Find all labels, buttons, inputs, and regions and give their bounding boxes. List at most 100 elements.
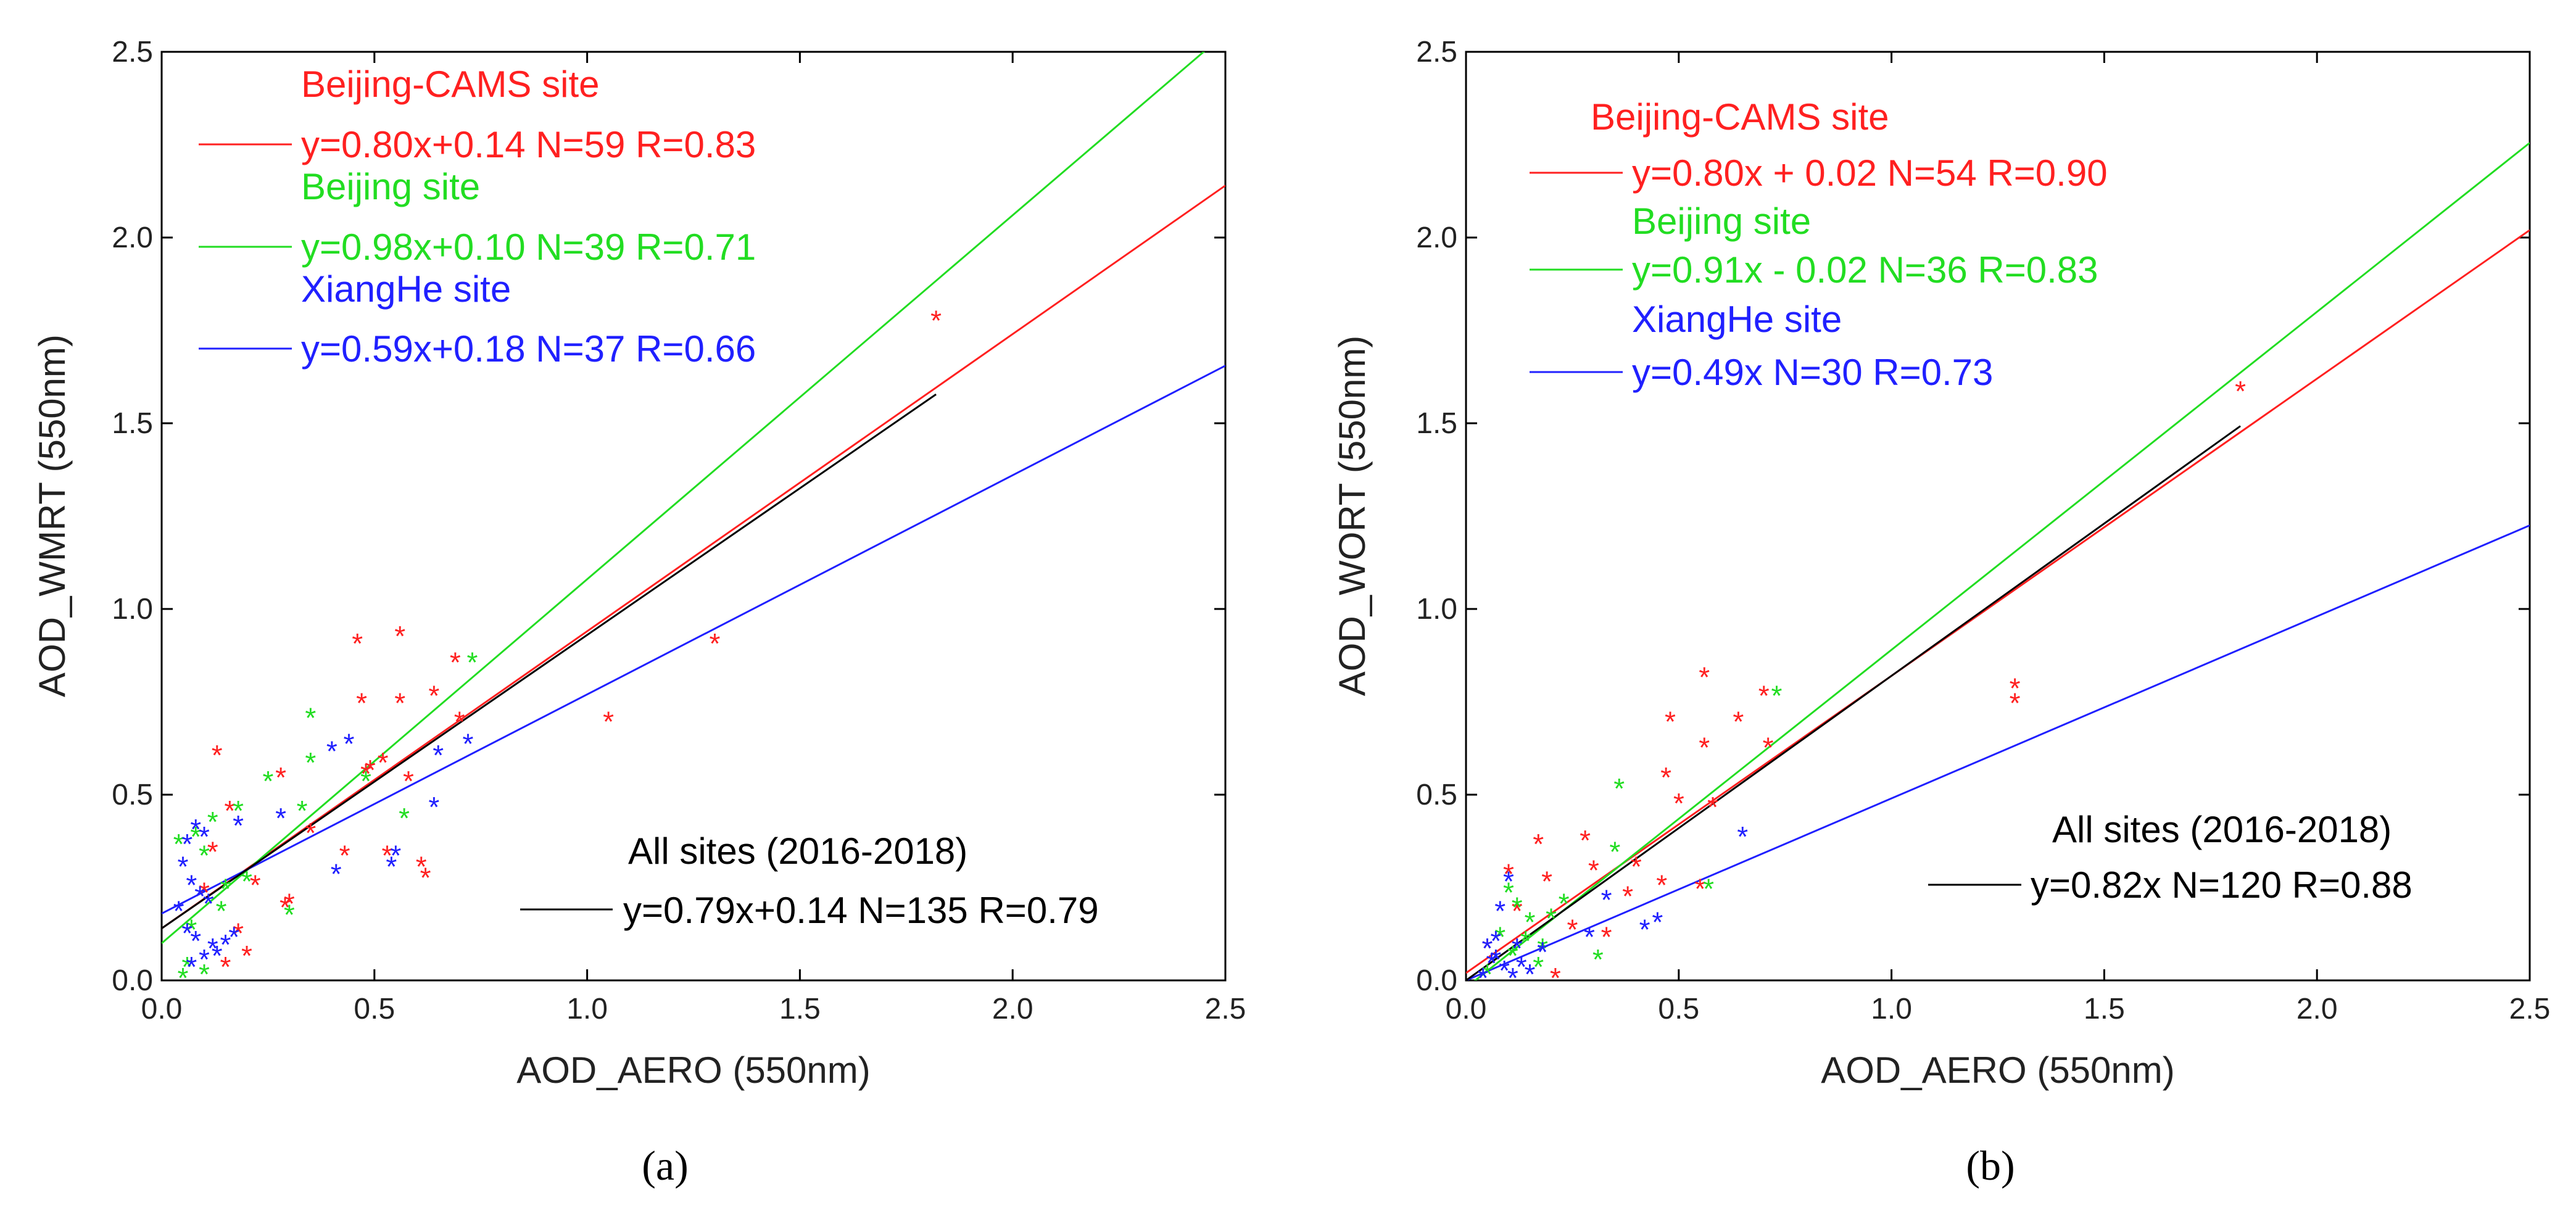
point-xianghe-site-a-2: * [433, 739, 444, 771]
point-beijing-site-a-9: * [178, 962, 189, 994]
legend-fit-beijing-b: y=0.91x - 0.02 N=36 R=0.83 [1632, 249, 2098, 291]
point-beijing-cams-site-a-23: * [233, 917, 244, 950]
point-beijing-cams-site-a-10: * [450, 646, 461, 678]
point-xianghe-site-b-7: * [1494, 895, 1505, 927]
y-tick-label-b-1: 0.5 [1416, 779, 1457, 811]
point-beijing-cams-site-a-14: * [382, 839, 393, 871]
point-xianghe-site-a-4: * [428, 791, 439, 823]
point-beijing-cams-site-b-15: * [1512, 895, 1523, 927]
point-beijing-cams-site-a-7: * [356, 687, 367, 719]
fit-line-xianghe-site-a [162, 365, 1225, 914]
x-tick-label-b-2: 1.0 [1871, 993, 1912, 1025]
point-beijing-site-a-2: * [466, 646, 478, 678]
y-axis-title-a: AOD_WMRT (550nm) [31, 334, 73, 697]
point-xianghe-site-b-2: * [1652, 906, 1663, 938]
point-beijing-site-a-3: * [360, 765, 371, 797]
x-tick-label-b-0: 0.0 [1446, 993, 1487, 1025]
point-xianghe-site-a-16: * [203, 888, 214, 920]
point-xianghe-site-b-17: * [1512, 932, 1523, 964]
point-xianghe-site-a-18: * [181, 917, 193, 950]
point-beijing-cams-site-a-19: * [710, 627, 721, 660]
panel-caption-b: (b) [1966, 1142, 2015, 1189]
point-xianghe-site-b-6: * [1503, 865, 1514, 897]
y-tick-label-a-0: 0.0 [112, 964, 153, 997]
point-beijing-cams-site-b-9: * [1580, 824, 1591, 856]
point-xianghe-site-a-9: * [233, 809, 244, 842]
point-xianghe-site-b-4: * [1584, 921, 1595, 953]
point-beijing-site-a-19: * [216, 895, 227, 927]
point-beijing-site-a-1: * [305, 747, 316, 779]
axis-ticks-b: 0.0 0.5 1.0 1.5 2.0 2.5 0.0 0.5 1.0 1.5 2.0 2.5 [1416, 36, 2550, 1025]
point-xianghe-site-a-11: * [199, 821, 210, 853]
data-points-b: ******* ************ *************** **** **… [1478, 375, 2246, 994]
point-beijing-site-b-10: * [1494, 921, 1505, 953]
point-xianghe-site-b-9: * [1482, 932, 1493, 964]
panel-caption-a: (a) [642, 1142, 688, 1189]
y-tick-label-a-2: 1.0 [112, 593, 153, 626]
point-beijing-cams-site-a-15: * [403, 765, 414, 797]
x-tick-label-b-3: 1.5 [2084, 993, 2125, 1025]
point-beijing-site-b-6: * [1503, 877, 1514, 909]
point-xianghe-site-a-0: * [343, 728, 354, 760]
legend-b: Beijing-CAMS site y=0.80x + 0.02 N=54 R=… [1530, 96, 2412, 906]
point-beijing-cams-site-a-0: * [212, 739, 223, 771]
legend-a: Beijing-CAMS site y=0.80x+0.14 N=59 R=0.… [199, 64, 1099, 931]
x-tick-label-b-1: 0.5 [1658, 993, 1699, 1025]
point-xianghe-site-b-12: * [1507, 962, 1518, 994]
fit-line-beijing-cams-site-a [162, 184, 1225, 929]
point-beijing-site-a-4: * [399, 802, 410, 834]
point-beijing-cams-site-b-0: * [1699, 661, 1710, 693]
point-beijing-cams-site-a-17: * [420, 861, 431, 893]
point-beijing-site-b-15: * [1537, 932, 1548, 964]
point-beijing-cams-site-a-27: * [339, 839, 350, 871]
point-beijing-site-a-6: * [262, 765, 273, 797]
fit-line-xianghe-site-b [1466, 524, 2530, 980]
legend-fit-all-sites-a: y=0.79x+0.14 N=135 R=0.79 [623, 890, 1099, 931]
point-beijing-site-a-8: * [190, 821, 201, 853]
point-xianghe-site-a-25: * [228, 921, 239, 953]
point-beijing-cams-site-b-24: * [1567, 914, 1578, 946]
point-xianghe-site-b-3: * [1601, 884, 1612, 916]
fit-line-beijing-cams-site-b [1466, 229, 2530, 974]
x-tick-label-b-4: 2.0 [2296, 993, 2338, 1025]
point-beijing-site-a-14: * [220, 872, 231, 905]
point-beijing-site-a-18: * [241, 865, 252, 897]
point-beijing-cams-site-a-4: * [280, 892, 291, 924]
point-xianghe-site-a-20: * [207, 932, 218, 964]
point-beijing-site-b-12: * [1520, 925, 1531, 957]
point-beijing-cams-site-b-16: * [1482, 932, 1493, 964]
point-beijing-cams-site-a-16: * [416, 850, 427, 882]
point-beijing-cams-site-a-2: * [275, 761, 286, 793]
point-beijing-cams-site-a-1: * [224, 795, 235, 827]
x-tick-label-a-4: 2.0 [992, 993, 1033, 1025]
point-beijing-site-a-15: * [284, 899, 295, 931]
data-points-a: ****** ** * ************* ******************… [173, 304, 942, 994]
point-beijing-cams-site-b-1: * [1665, 706, 1676, 738]
legend-fit-xianghe-b: y=0.49x N=30 R=0.73 [1632, 352, 1993, 393]
point-beijing-cams-site-b-23: * [1601, 921, 1612, 953]
point-xianghe-site-b-5: * [1537, 936, 1548, 968]
point-xianghe-site-a-15: * [194, 880, 205, 913]
point-beijing-site-a-13: * [199, 839, 210, 871]
point-beijing-site-a-10: * [181, 951, 193, 983]
y-tick-label-a-5: 2.5 [112, 36, 153, 68]
point-xianghe-site-a-1: * [326, 735, 338, 768]
point-beijing-cams-site-b-7: * [1707, 791, 1718, 823]
point-beijing-cams-site-b-25: * [1631, 850, 1642, 882]
point-xianghe-site-b-1: * [1639, 914, 1650, 946]
y-tick-label-b-5: 2.5 [1416, 36, 1457, 68]
point-xianghe-site-b-13: * [1516, 951, 1527, 983]
point-beijing-site-b-8: * [1524, 906, 1535, 938]
point-beijing-cams-site-a-3: * [284, 888, 295, 920]
fit-line-beijing-site-b [1473, 142, 2530, 980]
y-tick-label-b-4: 2.0 [1416, 221, 1457, 254]
point-beijing-site-b-5: * [1546, 903, 1557, 935]
point-beijing-cams-site-b-6: * [1673, 787, 1684, 819]
legend-fit-beijing-cams-a: y=0.80x+0.14 N=59 R=0.83 [301, 124, 756, 165]
legend-fit-beijing-a: y=0.98x+0.10 N=39 R=0.71 [301, 226, 756, 268]
point-xianghe-site-a-23: * [186, 951, 197, 983]
point-xianghe-site-b-0: * [1737, 821, 1748, 853]
y-tick-label-a-1: 0.5 [112, 779, 153, 811]
point-beijing-cams-site-b-17: * [1550, 962, 1561, 994]
